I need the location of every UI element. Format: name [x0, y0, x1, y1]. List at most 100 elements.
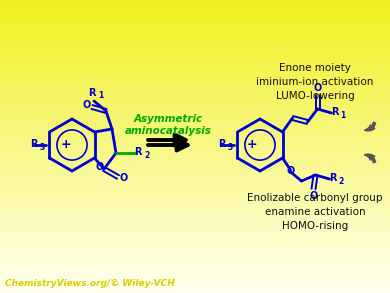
- Bar: [0, 77, 390, 81]
- Bar: [0, 29, 390, 33]
- Bar: [0, 198, 390, 202]
- Bar: [0, 99, 390, 103]
- Bar: [0, 172, 390, 176]
- Text: Asymmetric
aminocatalysis: Asymmetric aminocatalysis: [124, 114, 211, 136]
- Bar: [0, 121, 390, 125]
- Bar: [0, 117, 390, 121]
- Bar: [0, 143, 390, 146]
- Bar: [0, 73, 390, 77]
- Bar: [0, 106, 390, 110]
- Bar: [0, 216, 390, 220]
- Bar: [0, 220, 390, 223]
- Bar: [0, 286, 390, 289]
- Bar: [0, 223, 390, 227]
- Bar: [0, 179, 390, 183]
- Text: O: O: [286, 166, 294, 176]
- Bar: [0, 4, 390, 7]
- Bar: [0, 256, 390, 260]
- Bar: [0, 70, 390, 73]
- Text: +: +: [247, 139, 257, 151]
- Bar: [0, 253, 390, 256]
- Bar: [0, 212, 390, 216]
- Bar: [0, 289, 390, 293]
- Bar: [0, 238, 390, 242]
- FancyArrowPatch shape: [148, 134, 186, 146]
- Text: O: O: [83, 100, 91, 110]
- Bar: [0, 146, 390, 150]
- Bar: [0, 113, 390, 117]
- Bar: [0, 190, 390, 194]
- Bar: [0, 91, 390, 95]
- Bar: [0, 234, 390, 238]
- Bar: [0, 18, 390, 22]
- Bar: [0, 165, 390, 168]
- Text: 3: 3: [40, 142, 45, 151]
- Bar: [0, 59, 390, 62]
- Bar: [0, 51, 390, 55]
- Text: O: O: [314, 83, 322, 93]
- Bar: [0, 271, 390, 275]
- FancyArrowPatch shape: [148, 139, 188, 151]
- Bar: [0, 33, 390, 37]
- Bar: [0, 202, 390, 205]
- Bar: [0, 194, 390, 198]
- FancyArrowPatch shape: [365, 154, 376, 163]
- Bar: [0, 128, 390, 132]
- Text: 2: 2: [339, 176, 344, 185]
- Bar: [0, 88, 390, 91]
- Bar: [0, 135, 390, 139]
- Text: R: R: [218, 139, 226, 149]
- Bar: [0, 62, 390, 66]
- Bar: [0, 275, 390, 278]
- Bar: [0, 168, 390, 172]
- Bar: [0, 231, 390, 234]
- Bar: [0, 66, 390, 70]
- Bar: [0, 176, 390, 179]
- Bar: [0, 139, 390, 143]
- Text: Enolizable carbonyl group
enamine activation
HOMO-rising: Enolizable carbonyl group enamine activa…: [247, 193, 383, 231]
- Bar: [0, 150, 390, 154]
- Bar: [0, 110, 390, 113]
- Bar: [0, 15, 390, 18]
- Bar: [0, 282, 390, 286]
- Text: 2: 2: [144, 151, 149, 159]
- Bar: [0, 44, 390, 47]
- Bar: [0, 22, 390, 25]
- Text: 1: 1: [340, 110, 346, 120]
- Text: ChemistryViews.org/© Wiley-VCH: ChemistryViews.org/© Wiley-VCH: [5, 279, 175, 288]
- Bar: [0, 7, 390, 11]
- Bar: [0, 183, 390, 187]
- Bar: [0, 154, 390, 158]
- Bar: [0, 161, 390, 165]
- Text: R: R: [329, 173, 336, 183]
- Bar: [0, 249, 390, 253]
- Bar: [0, 0, 390, 4]
- Text: 1: 1: [98, 91, 103, 100]
- Bar: [0, 84, 390, 88]
- Text: O: O: [120, 173, 128, 183]
- Bar: [0, 278, 390, 282]
- Bar: [0, 260, 390, 264]
- Bar: [0, 242, 390, 245]
- Bar: [0, 209, 390, 212]
- Bar: [0, 103, 390, 106]
- Bar: [0, 187, 390, 190]
- Bar: [0, 264, 390, 268]
- Text: R: R: [331, 107, 338, 117]
- Bar: [0, 125, 390, 128]
- Bar: [0, 158, 390, 161]
- Bar: [0, 267, 390, 271]
- Bar: [0, 81, 390, 84]
- Bar: [0, 246, 390, 249]
- Text: R: R: [30, 139, 38, 149]
- Text: +: +: [61, 139, 71, 151]
- Bar: [0, 40, 390, 44]
- Text: O: O: [309, 191, 317, 201]
- Bar: [0, 37, 390, 40]
- Bar: [0, 55, 390, 59]
- Text: O: O: [96, 162, 104, 172]
- Bar: [0, 205, 390, 209]
- FancyArrowPatch shape: [365, 122, 376, 131]
- Text: R: R: [88, 88, 96, 98]
- Bar: [0, 95, 390, 99]
